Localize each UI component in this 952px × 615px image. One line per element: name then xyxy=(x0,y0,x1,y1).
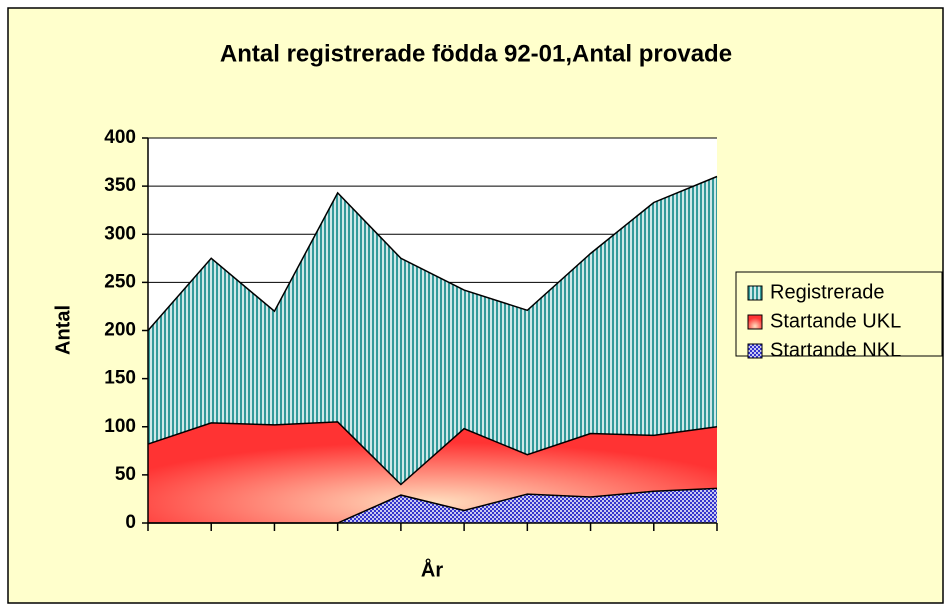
legend-label: Startande UKL xyxy=(770,310,901,332)
y-tick-label: 300 xyxy=(104,223,136,244)
legend-label: Registrerade xyxy=(770,281,885,303)
x-axis-label: År xyxy=(421,557,443,581)
legend-swatch xyxy=(747,285,763,301)
y-tick-label: 200 xyxy=(104,320,136,341)
chart-title: Antal registrerade födda 92-01,Antal pro… xyxy=(220,40,732,67)
legend xyxy=(735,271,943,357)
y-axis-label: Antal xyxy=(52,305,74,355)
y-tick-label: 400 xyxy=(104,127,136,148)
area-outline xyxy=(147,421,718,486)
y-tick-label: 100 xyxy=(104,416,136,437)
y-tick-label: 350 xyxy=(104,175,136,196)
legend-swatch xyxy=(747,314,763,330)
legend-swatch xyxy=(747,343,763,359)
legend-label: Startande NKL xyxy=(770,339,901,361)
area-outline xyxy=(147,175,718,331)
y-tick-label: 250 xyxy=(104,271,136,292)
y-tick-label: 0 xyxy=(125,512,136,533)
y-tick-label: 50 xyxy=(115,464,136,485)
y-tick-label: 150 xyxy=(104,368,136,389)
